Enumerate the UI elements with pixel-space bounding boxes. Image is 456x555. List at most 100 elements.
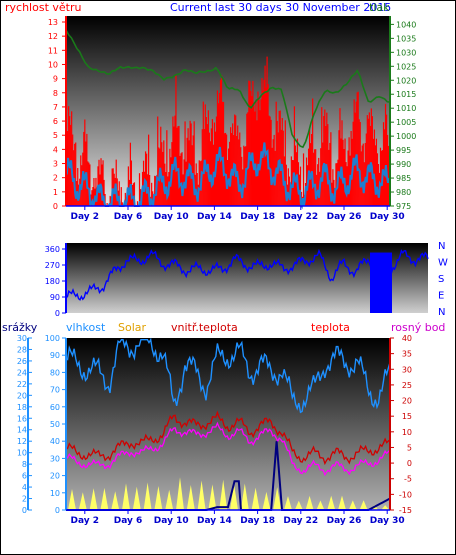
solar-spike: [338, 495, 346, 510]
x-tick-label: Day 6: [114, 516, 143, 526]
wind-bar: [235, 115, 237, 206]
solar-spike: [154, 486, 163, 510]
wind-bar: [198, 160, 200, 206]
wind-bar: [386, 134, 389, 206]
wind-bar: [248, 80, 250, 206]
wind-bar: [255, 99, 257, 206]
wind-bar: [264, 65, 266, 206]
wind-bar: [106, 203, 108, 206]
wind-bar: [91, 190, 93, 206]
solar-spike: [251, 487, 260, 510]
wind-bar: [112, 168, 114, 206]
wind-bar: [95, 177, 97, 206]
wind-bar: [180, 153, 182, 206]
wind-bar: [133, 182, 136, 206]
pressure-tick-label: 1000: [396, 132, 416, 141]
indoor-temp-line: [65, 410, 391, 466]
solar-spike: [284, 496, 292, 510]
wind-bar: [160, 126, 162, 206]
humidity-tick-label: 10: [50, 489, 60, 498]
rain-tick-label: 18: [17, 403, 27, 412]
wind-bar: [187, 128, 189, 206]
wind-bar: [305, 157, 308, 206]
wind-tick-label: 0: [53, 202, 58, 211]
wind-bar: [345, 162, 347, 206]
wind-bar: [130, 160, 133, 206]
solar-spike: [348, 500, 357, 510]
temperature-chart: 0246810121416182022242628300102030405060…: [17, 334, 412, 526]
pressure-tick-label: 1025: [396, 62, 416, 71]
wind-bar: [356, 92, 358, 206]
wind-bar: [321, 107, 323, 206]
wind-speed-label: rychlost větru: [5, 1, 81, 14]
wind-bar: [177, 126, 179, 206]
solar-spike: [122, 483, 130, 510]
wind-bar: [382, 122, 385, 206]
pressure-tick-label: 1020: [396, 76, 416, 85]
wind-bar: [219, 80, 222, 206]
wind-bar: [157, 116, 159, 206]
wind-bar: [166, 130, 168, 206]
wind-bar: [272, 139, 274, 206]
wind-bar: [149, 175, 151, 206]
wind-bar: [302, 153, 305, 206]
wind-bar: [279, 110, 281, 206]
wind-bar: [258, 99, 260, 206]
wind-bar: [329, 142, 331, 206]
wind-bar: [124, 192, 126, 206]
wind-bar: [266, 56, 268, 206]
wind-bar: [257, 91, 259, 206]
wind-bar: [376, 153, 379, 206]
wind-bar: [80, 155, 82, 206]
humidity-tick-label: 40: [50, 437, 60, 446]
wind-bar: [84, 119, 86, 206]
wind-bar: [202, 101, 204, 206]
wind-bar: [313, 152, 315, 206]
wind-bar: [287, 168, 289, 206]
temp-tick-label: -10: [399, 490, 412, 499]
humidity-line: [65, 337, 391, 414]
wind-bar: [175, 75, 177, 206]
wind-bar: [121, 202, 123, 206]
wind-bar: [323, 116, 325, 206]
wind-bar: [241, 156, 243, 206]
solar-spike: [359, 500, 368, 510]
wind-bar: [74, 143, 76, 206]
indoor-temp-label: vnitř.teplota: [171, 321, 238, 334]
humidity-tick-label: 60: [50, 403, 60, 412]
wind-bar: [193, 121, 195, 206]
rain-tick-label: 22: [17, 380, 27, 389]
wind-bar: [276, 120, 278, 206]
wind-bar: [358, 119, 360, 206]
wind-bar: [281, 118, 283, 206]
wind-bar: [328, 149, 330, 206]
pressure-tick-label: 1035: [396, 34, 416, 43]
wind-bar: [189, 120, 191, 206]
chart-title: Current last 30 days 30 November 2015: [170, 1, 391, 14]
temp-tick-label: -5: [404, 475, 412, 484]
wind-bar: [269, 116, 271, 206]
wind-bar: [250, 90, 252, 206]
wind-bar: [163, 140, 165, 206]
humidity-tick-label: 20: [50, 472, 60, 481]
direction-tick-label: 180: [45, 277, 60, 286]
temp-tick-label: 25: [402, 381, 412, 390]
wind-bar: [364, 143, 366, 206]
wind-tick-label: 2: [53, 174, 58, 183]
wind-tick-label: 5: [53, 131, 58, 140]
wind-bar: [151, 182, 153, 206]
solar-spike: [208, 484, 217, 510]
wind-bar: [367, 118, 369, 206]
wind-bar: [317, 164, 319, 206]
rain-tick-label: 6: [22, 472, 27, 481]
wind-bar: [265, 87, 267, 206]
wind-bar: [372, 138, 374, 206]
wind-tick-label: 13: [48, 18, 58, 27]
solar-spike: [327, 495, 336, 510]
wind-bar: [275, 101, 277, 206]
humidity-tick-label: 0: [55, 506, 60, 515]
humidity-tick-label: 70: [50, 386, 60, 395]
wind-bar: [368, 112, 370, 206]
